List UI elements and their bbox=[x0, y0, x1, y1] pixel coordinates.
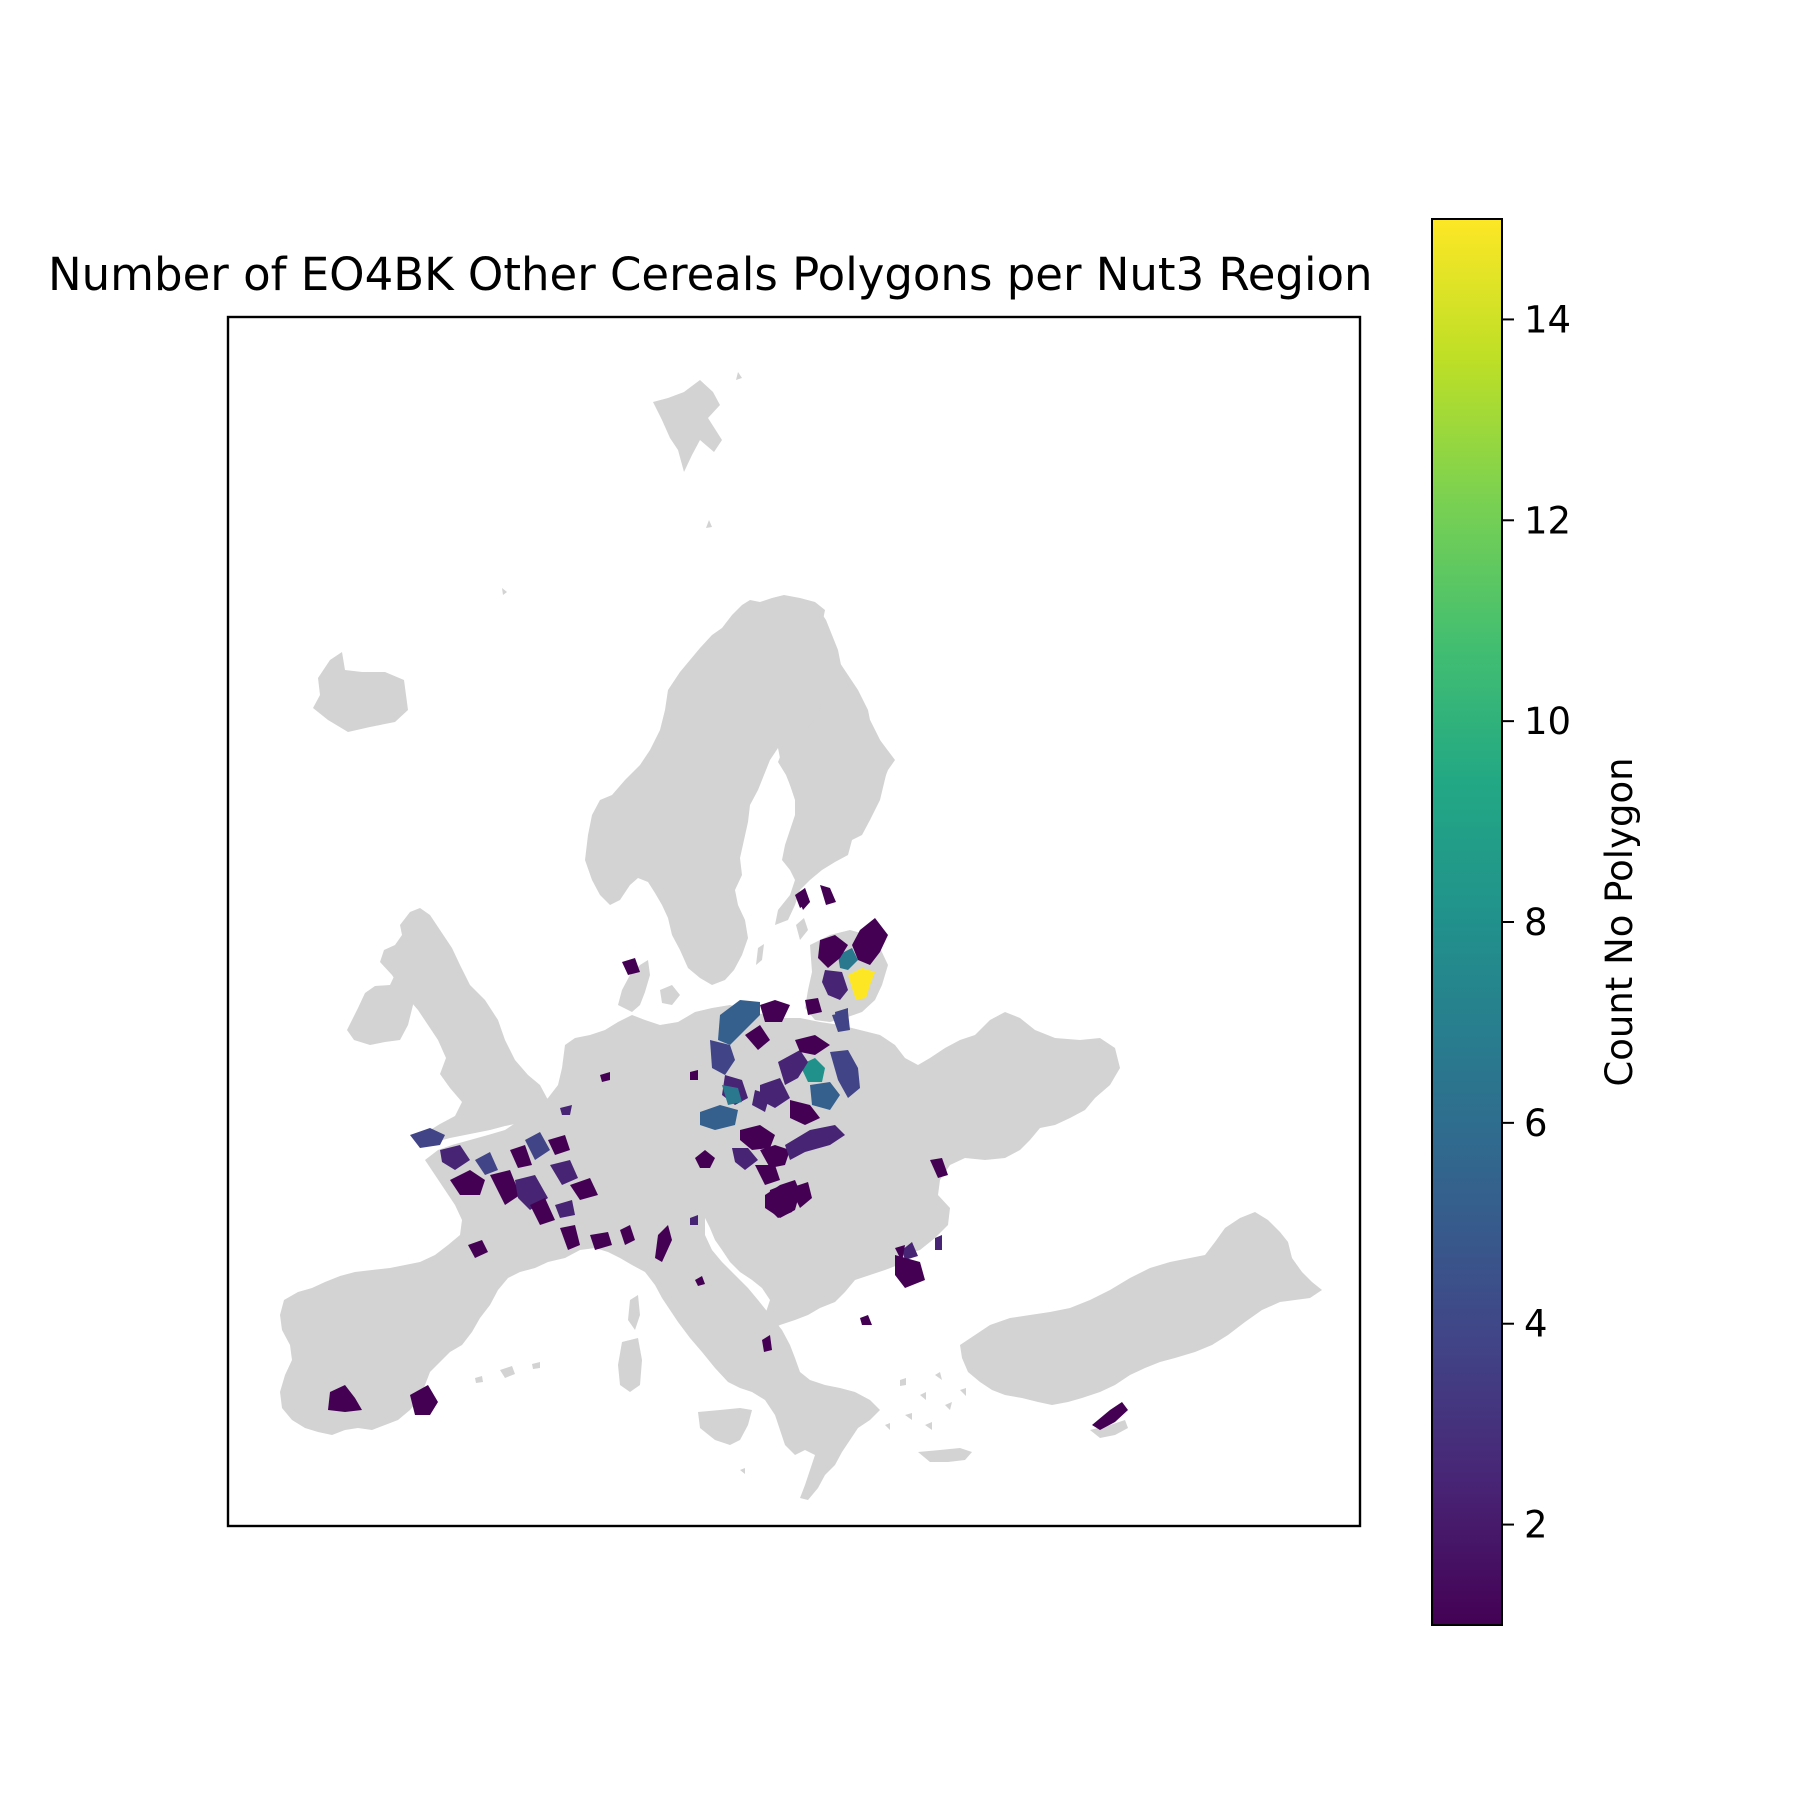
region-lt-5 bbox=[822, 970, 848, 1000]
region-dk-1 bbox=[622, 958, 640, 975]
region-de-7 bbox=[752, 1090, 770, 1112]
land-cyprus bbox=[1090, 1420, 1128, 1438]
region-de-9 bbox=[690, 1070, 715, 1168]
region-de-4 bbox=[722, 1085, 742, 1105]
land-aegean-islands bbox=[885, 1372, 966, 1430]
region-fr-10 bbox=[548, 1135, 570, 1155]
region-lt-2 bbox=[838, 948, 858, 970]
land-sicily bbox=[698, 1408, 752, 1445]
region-se-1 bbox=[795, 888, 810, 908]
basemap-land bbox=[280, 372, 1322, 1500]
region-it-3 bbox=[695, 1276, 705, 1286]
region-fr-18 bbox=[560, 1105, 572, 1115]
region-fr-7 bbox=[530, 1198, 555, 1225]
region-it-1 bbox=[655, 1225, 672, 1262]
region-pl-9 bbox=[760, 998, 822, 1022]
region-de-11 bbox=[760, 1145, 790, 1168]
region-ro-3 bbox=[895, 1255, 925, 1288]
region-fr-12 bbox=[570, 1178, 598, 1200]
region-fr-13 bbox=[555, 1200, 575, 1218]
region-pl-3 bbox=[830, 1050, 860, 1098]
region-fr-8 bbox=[525, 1132, 550, 1160]
region-fr-14 bbox=[560, 1225, 580, 1250]
region-hu-1 bbox=[790, 1182, 812, 1208]
land-sardinia bbox=[618, 1338, 642, 1392]
colorbar-label: Count No Polygon bbox=[1598, 757, 1641, 1086]
land-malta bbox=[740, 1468, 745, 1474]
region-pl-5 bbox=[795, 1035, 830, 1055]
region-de-5 bbox=[700, 1105, 738, 1130]
region-bg-1 bbox=[860, 1315, 872, 1325]
land-oland bbox=[756, 944, 764, 965]
region-cy-1 bbox=[1092, 1402, 1128, 1430]
map-title: Number of EO4BK Other Cereals Polygons p… bbox=[48, 248, 1373, 301]
region-pl-4 bbox=[778, 1050, 808, 1085]
land-great-britain bbox=[380, 908, 548, 1148]
colorbar: 2 4 6 8 10 12 14 Count No Polygon bbox=[1431, 218, 1641, 1626]
region-fr-9 bbox=[510, 1145, 532, 1168]
region-de-6 bbox=[745, 1025, 770, 1050]
region-ro-5 bbox=[930, 1158, 948, 1178]
region-fr-16 bbox=[620, 1225, 635, 1245]
colorbar-tick-label: 10 bbox=[1524, 700, 1571, 743]
region-it-2 bbox=[690, 1215, 698, 1225]
land-anatolia bbox=[960, 1212, 1322, 1405]
colorbar-tick-label: 4 bbox=[1524, 1303, 1548, 1346]
colorbar-tick-label: 14 bbox=[1524, 298, 1571, 341]
region-de-8 bbox=[740, 1125, 775, 1150]
region-es-1 bbox=[328, 1385, 362, 1412]
region-fr-11 bbox=[550, 1160, 578, 1185]
region-de-1 bbox=[718, 1000, 760, 1045]
land-ireland bbox=[347, 968, 413, 1045]
region-at-2 bbox=[768, 1182, 798, 1218]
colorbar-tick-label: 12 bbox=[1524, 499, 1571, 542]
land-corsica bbox=[628, 1295, 640, 1330]
region-fr-5 bbox=[490, 1170, 520, 1205]
land-continent bbox=[280, 1005, 1120, 1500]
region-fr-15 bbox=[590, 1232, 612, 1250]
region-fr-1 bbox=[410, 1128, 445, 1148]
region-es-2 bbox=[410, 1385, 438, 1415]
land-crete bbox=[918, 1448, 972, 1462]
region-cz-2 bbox=[755, 1165, 780, 1185]
region-pl-2 bbox=[810, 1082, 840, 1110]
region-pl-7 bbox=[790, 1100, 820, 1125]
colorbar-ticks: 2 4 6 8 10 12 14 bbox=[1502, 298, 1571, 1547]
colorbar-tick-label: 8 bbox=[1524, 901, 1548, 944]
land-scandinavia bbox=[585, 595, 890, 985]
region-cz-1 bbox=[785, 1125, 845, 1160]
region-fr-3 bbox=[450, 1170, 485, 1195]
region-ro-4 bbox=[935, 1235, 942, 1250]
region-fr-19 bbox=[600, 1072, 610, 1082]
land-svalbard bbox=[653, 372, 742, 528]
map-axes bbox=[280, 372, 1322, 1500]
region-lt-1 bbox=[848, 968, 875, 1000]
colorbar-gradient bbox=[1431, 218, 1503, 1626]
region-de-2 bbox=[710, 1040, 735, 1075]
colorbar-tick-label: 2 bbox=[1524, 1504, 1548, 1547]
region-fr-17 bbox=[468, 1240, 488, 1258]
land-iceland bbox=[313, 652, 408, 732]
region-fr-2 bbox=[440, 1145, 470, 1170]
land-gotland bbox=[796, 918, 808, 940]
region-fr-4 bbox=[475, 1152, 498, 1175]
land-faroe bbox=[502, 588, 507, 595]
nuts3-regions bbox=[328, 885, 1128, 1430]
land-balearic bbox=[475, 1362, 540, 1383]
region-ro-1 bbox=[902, 1242, 918, 1260]
region-lt-3 bbox=[818, 935, 848, 968]
region-it-4 bbox=[762, 1335, 772, 1352]
region-de-10 bbox=[732, 1148, 758, 1170]
region-lt-4 bbox=[852, 918, 888, 965]
map-frame bbox=[226, 315, 1362, 1528]
colorbar-tick-label: 6 bbox=[1524, 1102, 1548, 1145]
land-finland bbox=[778, 608, 895, 845]
region-pl-8 bbox=[832, 1012, 850, 1032]
